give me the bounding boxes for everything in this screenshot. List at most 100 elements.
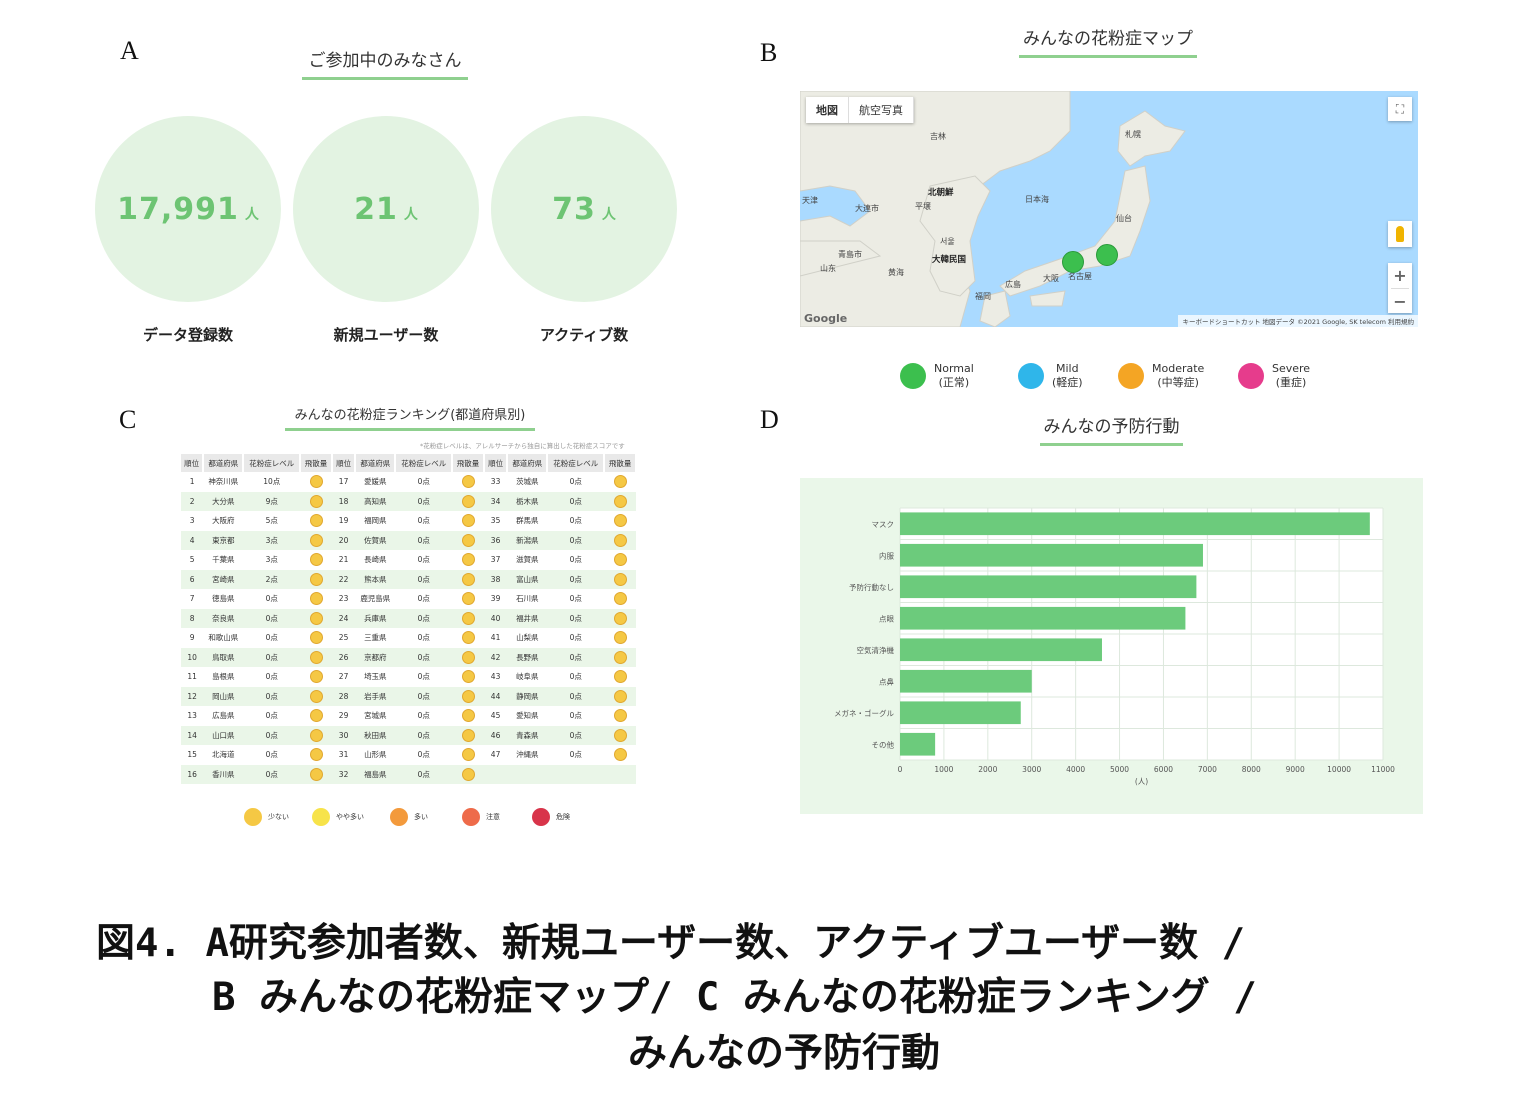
prefecture-cell: 福岡県 — [364, 516, 387, 526]
rank-cell: 31 — [338, 750, 349, 760]
normal-face-icon — [900, 363, 926, 389]
level-cell: 0点 — [547, 530, 605, 550]
prefecture-cell: 千葉県 — [212, 555, 235, 565]
panel-b-title: みんなの花粉症マップ — [1019, 24, 1197, 58]
few-face-icon — [461, 475, 475, 489]
legend-moderate-sub: (中等症) — [1157, 376, 1199, 389]
amount-cell — [300, 511, 332, 531]
rank-cell: 38 — [483, 569, 508, 589]
rank-cell: 3 — [189, 516, 195, 526]
prefecture-cell: 愛知県 — [516, 711, 539, 721]
few-face-icon — [309, 514, 323, 528]
map-marker-normal[interactable] — [1096, 244, 1118, 266]
rank-cell: 43 — [490, 672, 501, 682]
ranking-row: 12 岡山県 0点 28 岩手県 0点 44 静岡県 0点 — [181, 686, 636, 706]
rank-cell: 14 — [181, 725, 204, 745]
amount-cell — [300, 686, 332, 706]
bar — [900, 606, 1186, 630]
amount-cell — [604, 686, 636, 706]
few-face-icon — [309, 728, 323, 742]
rank-cell: 35 — [490, 516, 501, 526]
pegman-button[interactable] — [1388, 221, 1412, 247]
few-face-icon — [309, 592, 323, 606]
legend-mild-name: Mild — [1056, 362, 1079, 375]
rank-cell: 19 — [338, 516, 349, 526]
prefecture-cell: 高知県 — [355, 491, 396, 511]
few-face-icon — [613, 611, 627, 625]
prefecture-cell: 栃木県 — [507, 491, 548, 511]
bar — [900, 638, 1102, 662]
moderate-face-icon — [1118, 363, 1144, 389]
prefecture-cell: 富山県 — [507, 569, 548, 589]
map-marker-normal[interactable] — [1062, 251, 1084, 273]
few-face-icon — [461, 748, 475, 762]
rank-cell: 40 — [483, 608, 508, 628]
x-tick-label: 6000 — [1154, 765, 1173, 774]
legend-mild: Mild (軽症) — [1018, 362, 1083, 390]
registered-count-label: データ登録数 — [142, 326, 233, 344]
category-label: メガネ・ゴーグル — [834, 708, 894, 718]
prefecture-cell: 茨城県 — [516, 477, 539, 487]
x-tick-label: 9000 — [1286, 765, 1305, 774]
few-face-icon — [461, 728, 475, 742]
prefecture-cell: 熊本県 — [355, 569, 396, 589]
level-cell — [547, 764, 605, 784]
few-face-icon — [309, 494, 323, 508]
prefecture-cell: 徳島県 — [212, 594, 235, 604]
fullscreen-button[interactable]: ⛶ — [1388, 97, 1412, 121]
ranking-row: 2 大分県 9点 18 高知県 0点 34 栃木県 0点 — [181, 491, 636, 511]
ranking-row: 1 神奈川県 10点 17 愛媛県 0点 33 茨城県 0点 — [181, 472, 636, 492]
amount-cell — [604, 589, 636, 609]
prefecture-cell: 沖縄県 — [516, 750, 539, 760]
level-cell: 0点 — [569, 555, 582, 565]
legend-moderate-name: Moderate — [1152, 362, 1205, 375]
rank-cell: 22 — [331, 569, 356, 589]
level-cell: 0点 — [265, 672, 278, 682]
panel-c-title: みんなの花粉症ランキング(都道府県別) — [285, 404, 535, 431]
few-face-icon — [309, 611, 323, 625]
registered-count-unit: 人 — [244, 207, 259, 223]
x-tick-label: 0 — [898, 765, 903, 774]
category-label: 空気清浄機 — [857, 645, 895, 655]
prevention-bar-chart: 0 1000 2000 3000 4000 5000 6000 7000 8000 9000 100… — [834, 507, 1395, 786]
few-face-icon — [613, 631, 627, 645]
prefecture-cell: 大分県 — [203, 491, 244, 511]
figure-caption-line1: 図4. A研究参加者数、新規ユーザー数、アクティブユーザー数 / — [96, 921, 1246, 966]
few-face-icon — [244, 808, 262, 826]
map-tab-map[interactable]: 地図 — [806, 97, 849, 123]
rank-cell: 15 — [187, 750, 197, 760]
map-tab-aerial[interactable]: 航空写真 — [849, 97, 914, 123]
header-rank: 順位 — [331, 454, 357, 472]
prefecture-cell: 岐阜県 — [516, 672, 539, 682]
level-cell: 0点 — [265, 711, 278, 721]
prefecture-cell: 京都府 — [355, 647, 396, 667]
level-legend-many: 多い — [390, 808, 428, 826]
prefecture-cell: 島根県 — [212, 672, 235, 682]
x-tick-label: 10000 — [1327, 765, 1351, 774]
level-cell: 0点 — [265, 633, 278, 643]
few-face-icon — [613, 533, 627, 547]
few-face-icon — [461, 689, 475, 703]
zoom-out-button[interactable]: − — [1391, 288, 1409, 313]
rank-cell: 16 — [181, 764, 204, 784]
few-face-icon — [461, 572, 475, 586]
few-face-icon — [309, 631, 323, 645]
amount-cell — [452, 628, 484, 648]
zoom-in-button[interactable]: + — [1393, 266, 1407, 285]
level-cell: 0点 — [395, 764, 453, 784]
few-face-icon — [309, 650, 323, 664]
ranking-header-row: 順位 都道府県 花粉症レベル 飛散量 順位 都道府県 花粉症レベル 飛散量 順位… — [181, 454, 637, 472]
level-legend-danger: 危険 — [532, 808, 570, 826]
prefecture-cell: 長崎県 — [364, 555, 387, 565]
prefecture-cell: 山梨県 — [516, 633, 539, 643]
category-label: 点眼 — [879, 614, 894, 623]
prefecture-cell: 青森県 — [507, 725, 548, 745]
amount-cell — [604, 550, 636, 570]
rank-cell: 39 — [490, 594, 501, 604]
ranking-row: 14 山口県 0点 30 秋田県 0点 46 青森県 0点 — [181, 725, 636, 745]
rank-cell: 4 — [181, 530, 204, 550]
few-face-icon — [461, 514, 475, 528]
map-attribution[interactable]: キーボードショートカット 地図データ ©2021 Google, SK tele… — [1178, 315, 1418, 327]
pollen-map[interactable]: 地図 航空写真 ⛶ + − 札幌 吉林 天津 大連市 北朝鮮 平壌 서울 大韓民… — [800, 91, 1418, 327]
amount-cell — [300, 530, 332, 550]
